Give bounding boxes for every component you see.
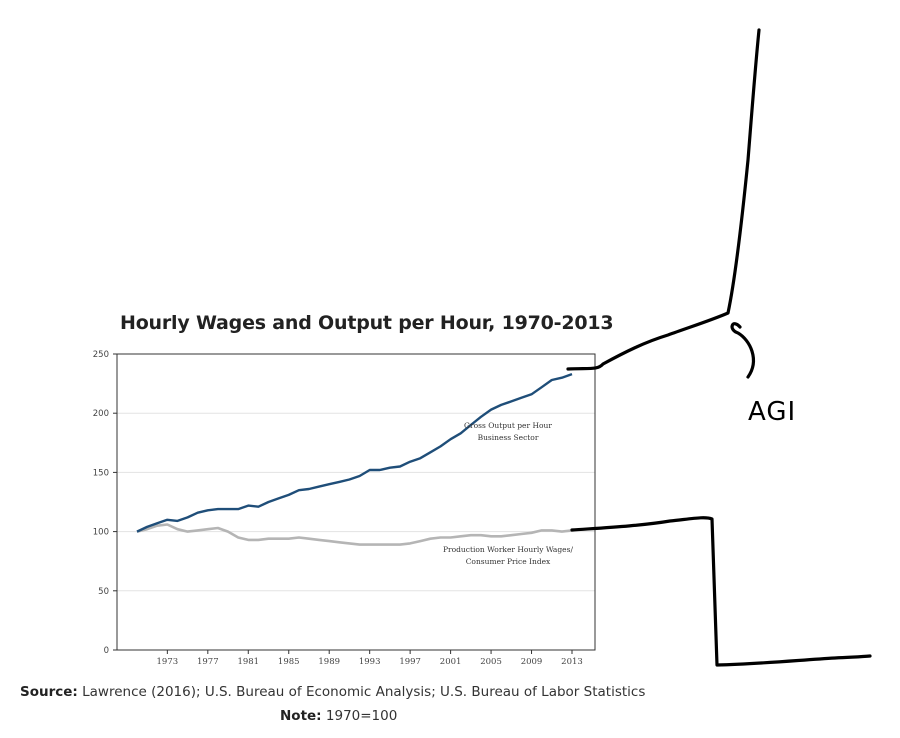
x-tick-label: 1973	[157, 657, 179, 667]
x-tick-label: 2005	[480, 657, 502, 667]
x-tick-label: 1985	[278, 657, 300, 667]
x-tick-label: 1993	[359, 657, 381, 667]
source-line: Source: Lawrence (2016); U.S. Bureau of …	[20, 684, 645, 700]
x-tick-label: 1981	[237, 657, 259, 667]
y-axis-ticks: 0 50 100 150 200 250	[93, 350, 117, 656]
series-label-worker-wages: Consumer Price Index	[466, 557, 551, 566]
x-tick-label: 1997	[399, 657, 421, 667]
grid-layer	[117, 412, 595, 592]
note-label: Note:	[280, 708, 322, 724]
series-layer	[136, 372, 573, 546]
source-text: Lawrence (2016); U.S. Bureau of Economic…	[77, 684, 646, 700]
x-tick-label: 2001	[440, 657, 462, 667]
y-tick-label: 250	[93, 350, 109, 360]
hand-curve-lower	[570, 516, 872, 667]
y-tick-label: 150	[93, 468, 109, 478]
x-tick-label: 1977	[197, 657, 219, 667]
handwritten-label-agi: AGI	[748, 397, 796, 427]
x-tick-label: 2009	[521, 657, 543, 667]
plot-frame	[116, 353, 596, 651]
y-tick-label: 0	[104, 646, 109, 656]
series-line-worker-wages	[136, 523, 573, 546]
series-label-gross-output: Business Sector	[478, 433, 539, 442]
handwritten-annotation: AGI	[566, 28, 872, 667]
source-label: Source:	[20, 684, 78, 700]
y-tick-label: 100	[93, 528, 109, 538]
y-tick-label: 200	[93, 409, 109, 419]
series-line-gross-output	[136, 372, 573, 533]
series-label-gross-output: Gross Output per Hour	[464, 421, 552, 430]
note-line: Note: 1970=100	[280, 708, 397, 724]
y-tick-label: 50	[98, 587, 109, 597]
note-text: 1970=100	[321, 708, 398, 724]
x-tick-label: 2013	[561, 657, 583, 667]
hand-curve-upper	[566, 28, 761, 371]
x-tick-label: 1989	[318, 657, 340, 667]
x-axis-ticks: 1973 1977 1981 1985 1989 1993 1997 2001 2005 2009…	[157, 650, 583, 667]
hand-loop-mark	[730, 322, 755, 379]
series-label-worker-wages: Production Worker Hourly Wages/	[443, 545, 573, 554]
series-labels: Gross Output per Hour Business Sector Prod…	[443, 421, 573, 566]
chart-title: Hourly Wages and Output per Hour, 1970-2…	[120, 312, 614, 334]
